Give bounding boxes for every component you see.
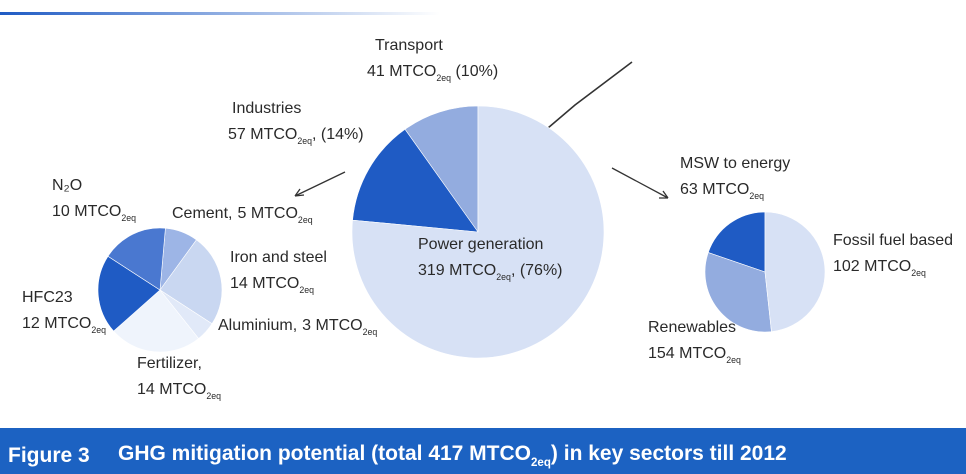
slice-value-label: 14 MTCO2eq (230, 275, 314, 295)
slice-value-label: 14 MTCO2eq (137, 381, 221, 401)
arrows (294, 61, 669, 199)
slice-label: Cement, (172, 205, 232, 222)
slice-value-label: 41 MTCO2eq (10%) (367, 63, 498, 83)
caption-text: GHG mitigation potential (total 417 MTCO… (118, 442, 787, 469)
slice-label: MSW to energy (680, 155, 790, 172)
slice-value-label: 63 MTCO2eq (680, 181, 764, 201)
top-rule (0, 12, 440, 15)
caption-banner (0, 428, 966, 474)
slice-label: Power generation (418, 236, 543, 253)
pie-slice (707, 211, 766, 273)
pie-slice (404, 105, 479, 233)
slice-label: Renewables (648, 319, 736, 336)
slice-label: HFC23 (22, 289, 73, 306)
slice-value-label: 12 MTCO2eq (22, 315, 106, 335)
pie-slice (159, 239, 223, 325)
slice-label: Aluminium, (218, 317, 297, 334)
pie-slice (764, 211, 826, 332)
slice-value-label: 10 MTCO2eq (52, 203, 136, 223)
slice-label: Fossil fuel based (833, 232, 953, 249)
slice-value-label: 102 MTCO2eq (833, 258, 926, 278)
pie-slice (107, 227, 166, 291)
pie-slice (351, 105, 605, 359)
slice-label: Transport (375, 37, 443, 54)
slice-value-label: 154 MTCO2eq (648, 345, 741, 365)
caption-label: Figure 3 (8, 444, 90, 467)
slice-label: Fertilizer, (137, 355, 202, 372)
pie-slice (97, 255, 161, 332)
slice-value-label: 57 MTCO2eq, (14%) (228, 126, 364, 146)
slice-label: N₂O (52, 177, 82, 194)
slice-value-label: 5 MTCO2eq (237, 205, 312, 225)
pie-slice (113, 289, 199, 353)
slice-value-label: 319 MTCO2eq, (76%) (418, 262, 563, 282)
slice-label: Iron and steel (230, 249, 327, 266)
slice-value-label: 3 MTCO2eq (302, 317, 377, 337)
pie-slice (352, 128, 479, 233)
slice-label: Industries (232, 100, 301, 117)
pie-slice (704, 252, 772, 333)
